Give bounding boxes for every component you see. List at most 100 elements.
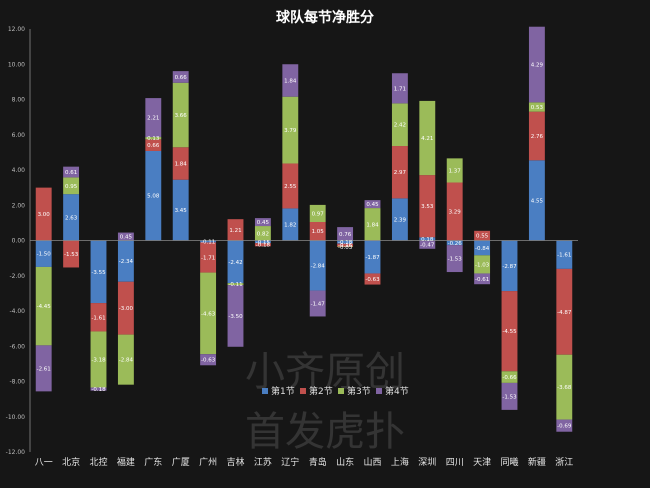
bar-segment <box>172 179 189 241</box>
bar-segment <box>309 204 326 222</box>
bars-layer <box>35 26 573 432</box>
y-tick-label: 12.00 <box>8 26 25 33</box>
bar-segment <box>419 240 436 249</box>
bar-segment <box>200 240 217 243</box>
data-label: 4.29 <box>531 63 544 69</box>
legend-label: 第1节 <box>271 385 295 397</box>
data-label: 0.13 <box>147 136 160 142</box>
bar-segment <box>419 237 436 241</box>
data-label: -4.55 <box>502 329 517 335</box>
data-label: -0.15 <box>256 240 271 246</box>
bar-segment <box>35 240 52 267</box>
y-tick-label: -2.00 <box>9 273 25 280</box>
data-label: -0.63 <box>201 358 216 364</box>
bar-segment <box>419 100 436 176</box>
bar-segment <box>200 272 217 355</box>
data-label: -2.87 <box>502 264 517 270</box>
bar-segment <box>474 273 491 285</box>
data-label: 0.61 <box>65 170 77 176</box>
data-label: 0.97 <box>312 211 325 217</box>
x-tick-label: 深圳 <box>418 457 436 468</box>
x-tick-label: 北控 <box>89 456 107 468</box>
data-label: -0.69 <box>557 424 572 430</box>
bar-segment <box>391 146 408 199</box>
x-tick-label: 青岛 <box>309 456 327 468</box>
bar-segment <box>90 303 107 332</box>
data-label: -1.87 <box>365 255 380 261</box>
data-label: -0.26 <box>448 241 463 247</box>
bar-segment <box>282 163 299 209</box>
legend-label: 第3节 <box>347 385 371 397</box>
bar-segment <box>501 240 518 292</box>
watermark-line-2: 首发虎扑 <box>245 409 405 455</box>
bar-segment <box>391 103 408 147</box>
data-label: 0.45 <box>366 202 379 208</box>
y-tick-label: -12.00 <box>6 449 26 456</box>
data-label: -4.45 <box>37 304 52 310</box>
x-tick-label: 广东 <box>144 456 162 468</box>
bar-segment <box>364 273 381 285</box>
data-label: 2.63 <box>65 215 78 221</box>
data-label: 0.66 <box>147 143 160 149</box>
data-label: -0.66 <box>502 375 517 381</box>
data-label: 3.66 <box>175 113 188 119</box>
legend-swatch <box>300 388 306 394</box>
data-label: 0.45 <box>257 220 270 226</box>
data-label: 2.39 <box>394 217 407 223</box>
data-label: -3.50 <box>228 314 243 320</box>
data-label: -4.63 <box>201 311 216 317</box>
data-label: -2.84 <box>311 264 326 270</box>
data-label: 1.84 <box>175 161 188 167</box>
x-tick-label: 四川 <box>446 458 464 468</box>
bar-segment <box>35 345 52 392</box>
bar-segment <box>556 268 573 355</box>
data-label: 4.55 <box>531 198 544 204</box>
bar-segment <box>474 240 491 256</box>
bar-segment <box>117 281 134 335</box>
bar-segment <box>528 160 545 241</box>
data-label: -0.47 <box>420 243 435 249</box>
data-label: -2.42 <box>228 260 242 266</box>
bar-segment <box>501 382 518 410</box>
x-tick-label: 江苏 <box>254 456 272 468</box>
bar-segment <box>200 354 217 366</box>
data-label: -0.63 <box>365 277 380 283</box>
data-label: -0.84 <box>475 246 490 252</box>
x-tick-label: 广厦 <box>172 456 190 468</box>
bar-segment <box>145 137 162 140</box>
bar-segment <box>501 291 518 372</box>
x-tick-label: 北京 <box>62 456 80 468</box>
bar-segment <box>254 240 271 244</box>
bar-segment <box>446 240 463 246</box>
data-label: -0.03 <box>338 245 353 251</box>
data-label: 0.76 <box>339 232 352 238</box>
bar-segment <box>419 175 436 238</box>
bar-segment <box>474 230 491 241</box>
y-tick-label: 0.00 <box>12 238 26 245</box>
y-tick-label: 6.00 <box>12 132 26 139</box>
bar-segment <box>309 240 326 291</box>
bar-segment <box>254 243 271 247</box>
bar-segment <box>254 226 271 241</box>
bar-segment <box>63 194 80 241</box>
data-label: -1.53 <box>64 252 79 258</box>
bar-segment <box>337 246 354 248</box>
data-label: 5.08 <box>147 194 160 200</box>
bar-segment <box>227 283 244 286</box>
data-label: -1.03 <box>475 262 490 268</box>
data-label: -2.34 <box>119 259 134 265</box>
x-tick-label: 广州 <box>199 456 217 468</box>
x-tick-label: 新疆 <box>528 456 546 468</box>
bar-segment <box>172 147 189 180</box>
x-tick-label: 福建 <box>117 456 135 468</box>
data-label: -0.61 <box>475 277 489 283</box>
x-tick-label: 天津 <box>473 457 491 468</box>
bar-segment <box>117 240 134 282</box>
x-tick-label: 辽宁 <box>281 456 299 468</box>
bar-segment <box>227 219 244 241</box>
bar-segment <box>364 208 381 241</box>
bar-segment <box>391 198 408 241</box>
data-label: 3.79 <box>284 128 297 134</box>
